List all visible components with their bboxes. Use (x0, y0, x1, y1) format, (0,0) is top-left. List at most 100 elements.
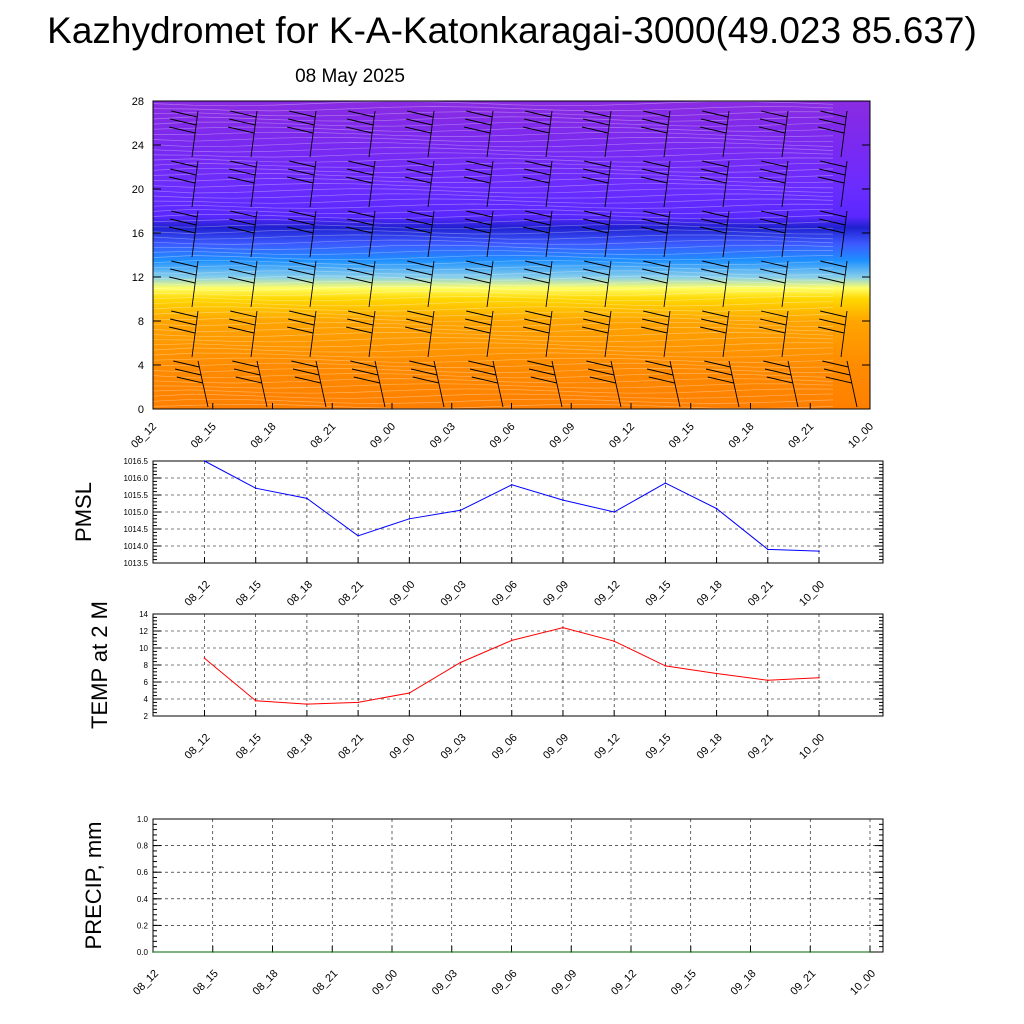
wind-barb-staff (722, 110, 730, 158)
wind-barb-feather (407, 260, 434, 268)
x-tick-label: 08_15 (191, 968, 221, 998)
wind-barb-feather (229, 268, 256, 276)
wind-barb-feather (530, 376, 557, 384)
wind-barb-feather (405, 326, 432, 334)
wind-barb-staff (427, 110, 435, 158)
y-tick-label: 0.6 (137, 868, 149, 877)
contour-line (152, 188, 834, 194)
contour-line (152, 239, 834, 245)
wind-barb-feather (287, 326, 314, 334)
wind-barb-feather (584, 310, 611, 318)
wind-barb-feather (466, 260, 493, 268)
wind-barb-feather (759, 326, 786, 334)
contour-line (152, 249, 834, 255)
data-point (408, 692, 411, 694)
contour-line (152, 388, 834, 394)
wind-barb-feather (527, 360, 554, 368)
wind-barb-feather (406, 118, 433, 126)
wind-barb-feather (766, 376, 793, 384)
wind-barb-staff (309, 210, 317, 258)
wind-barb-staff (250, 310, 258, 358)
x-tick-label: 09_21 (746, 732, 776, 762)
wind-barb-staff (663, 310, 671, 358)
y-tick-label: 1014.5 (124, 525, 149, 534)
y-axis-label: PMSL (71, 482, 96, 542)
wind-barb-feather (643, 310, 670, 318)
y-tick-label: 20 (132, 184, 144, 196)
y-tick-label: 1015.0 (124, 508, 149, 517)
wind-barb-feather (584, 110, 611, 118)
wind-barb-feather (820, 260, 847, 268)
wind-barb-feather (229, 318, 256, 326)
data-point (562, 626, 564, 629)
contour-line (152, 203, 834, 209)
wind-barb-staff (191, 260, 199, 308)
wind-barb-staff (722, 160, 730, 208)
wind-barb-staff (669, 360, 681, 408)
wind-barb-staff (486, 260, 494, 308)
x-tick-label: 09_03 (430, 968, 460, 998)
wind-barb-feather (229, 118, 256, 126)
wind-barb-feather (228, 276, 255, 284)
wind-barb-feather (818, 226, 845, 234)
y-tick-label: 1.0 (137, 815, 149, 824)
wind-barb-feather (171, 210, 198, 218)
data-point (152, 951, 154, 953)
wind-barb-feather (348, 110, 375, 118)
wind-barb-feather (525, 110, 552, 118)
wind-barb-feather (760, 168, 787, 176)
wind-barb-feather (346, 176, 373, 184)
wind-barb-feather (818, 326, 845, 334)
contour-line (152, 234, 834, 240)
wind-barb-feather (642, 218, 669, 226)
wind-barb-feather (760, 268, 787, 276)
wind-barb-feather (289, 310, 316, 318)
wind-barb-staff (368, 110, 376, 158)
wind-barb-feather (170, 168, 197, 176)
wind-barb-feather (410, 368, 438, 376)
wind-barb-feather (287, 176, 314, 184)
wind-barb-feather (759, 226, 786, 234)
wind-barb-feather (289, 260, 316, 268)
wind-barbs (169, 110, 858, 408)
data-point (510, 484, 513, 486)
wind-barb-feather (524, 318, 551, 326)
wind-barb-staff (722, 260, 730, 308)
wind-barb-feather (525, 310, 552, 318)
wind-barb-feather (524, 268, 551, 276)
wind-barb-staff (545, 110, 553, 158)
wind-barb-staff (840, 110, 848, 158)
wind-barb-staff (663, 160, 671, 208)
data-point (357, 701, 359, 704)
contour-line (152, 316, 834, 322)
wind-barb-feather (701, 218, 728, 226)
x-tick-label: 09_18 (727, 421, 757, 451)
contour-line (152, 172, 834, 178)
contour-line (152, 301, 834, 307)
y-tick-label: 0.8 (137, 842, 149, 851)
wind-barb-feather (464, 326, 491, 334)
data-point (869, 951, 871, 953)
x-tick-label: 09_06 (488, 421, 518, 451)
wind-barb-staff (781, 310, 789, 358)
wind-barb-feather (169, 226, 196, 234)
wind-barb-feather (351, 368, 379, 376)
wind-barb-staff (309, 160, 317, 208)
contour-line (152, 357, 834, 363)
data-point (331, 951, 334, 953)
data-point (459, 661, 462, 664)
contour-line (152, 193, 834, 199)
wind-barb-feather (524, 218, 551, 226)
wind-barb-feather (407, 160, 434, 168)
x-tick-label: 10_00 (797, 579, 827, 609)
data-point (211, 951, 214, 953)
contour-line (152, 383, 834, 389)
wind-barb-feather (582, 226, 609, 234)
x-tick-label: 08_12 (183, 579, 213, 609)
contour-line (152, 183, 834, 189)
wind-barb-feather (229, 218, 256, 226)
x-tick-label: 09_15 (643, 579, 673, 609)
wind-barb-feather (702, 210, 729, 218)
wind-barb-feather (642, 318, 669, 326)
wind-barb-feather (820, 110, 847, 118)
